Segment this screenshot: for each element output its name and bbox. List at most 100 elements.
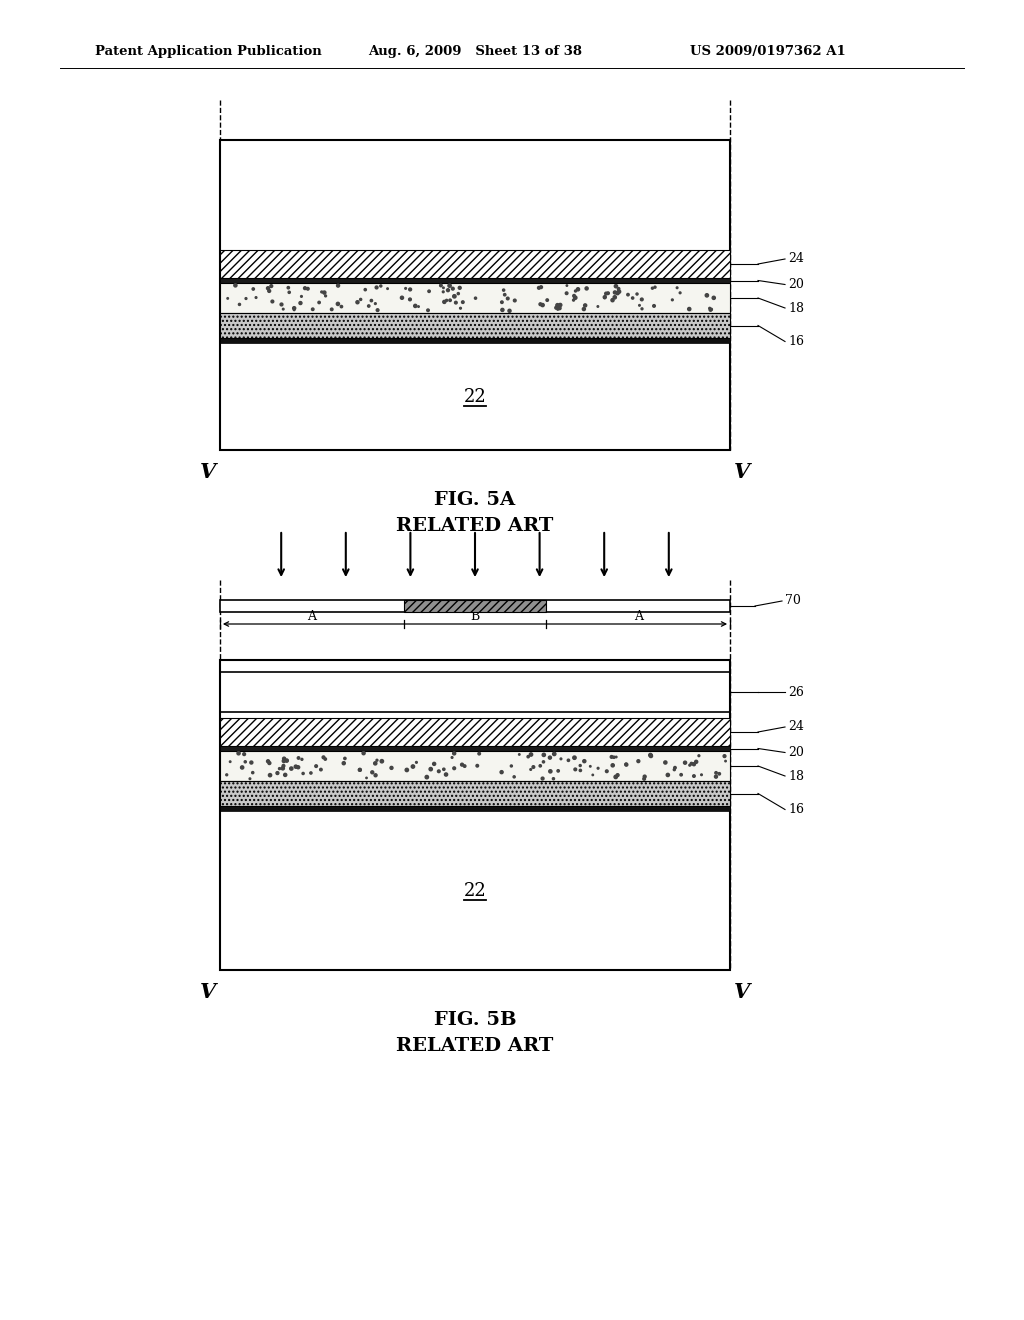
Point: [681, 298, 697, 319]
Bar: [220, 313, 730, 338]
Point: [597, 286, 613, 308]
Point: [294, 748, 310, 770]
Point: [330, 293, 346, 314]
Bar: [220, 282, 730, 313]
Point: [451, 282, 467, 304]
Text: 16: 16: [788, 803, 804, 816]
Point: [525, 756, 542, 777]
Point: [646, 296, 663, 317]
Point: [439, 280, 456, 301]
Point: [238, 751, 254, 772]
Point: [236, 743, 252, 764]
Point: [647, 277, 664, 298]
Point: [358, 767, 375, 788]
Point: [447, 292, 464, 313]
Point: [337, 748, 353, 770]
Point: [351, 759, 368, 780]
Point: [260, 277, 276, 298]
Point: [552, 294, 568, 315]
Point: [312, 759, 329, 780]
Point: [431, 760, 447, 781]
Text: US 2009/0197362 A1: US 2009/0197362 A1: [690, 45, 846, 58]
Point: [569, 279, 586, 300]
Point: [711, 763, 727, 784]
Point: [313, 281, 330, 302]
Point: [438, 764, 455, 785]
Bar: [220, 601, 730, 612]
Text: V: V: [734, 982, 751, 1002]
Point: [242, 768, 258, 789]
Point: [497, 284, 513, 305]
Point: [269, 763, 286, 784]
Point: [227, 275, 244, 296]
Point: [530, 277, 547, 298]
Bar: [220, 249, 730, 279]
Point: [511, 744, 527, 766]
Point: [585, 764, 601, 785]
Point: [365, 762, 381, 783]
Point: [271, 758, 288, 779]
Point: [333, 296, 349, 317]
Point: [572, 755, 589, 776]
Bar: [403, 601, 547, 612]
Point: [261, 280, 278, 301]
Point: [368, 293, 384, 314]
Point: [688, 751, 705, 772]
Point: [278, 764, 294, 785]
Point: [682, 755, 698, 776]
Point: [295, 763, 311, 784]
Point: [453, 298, 469, 319]
Point: [369, 277, 385, 298]
Point: [411, 296, 427, 317]
Point: [669, 277, 685, 298]
Text: 24: 24: [788, 252, 804, 265]
Point: [349, 292, 366, 313]
Point: [603, 746, 620, 767]
Point: [279, 750, 295, 771]
Point: [248, 286, 264, 308]
Bar: [220, 746, 730, 751]
Point: [503, 755, 519, 776]
Point: [607, 276, 624, 297]
Point: [702, 300, 719, 321]
Point: [245, 279, 261, 300]
Point: [469, 755, 485, 776]
Point: [423, 759, 439, 780]
Point: [442, 289, 459, 310]
Point: [231, 294, 248, 315]
Point: [636, 768, 652, 789]
Point: [264, 290, 281, 312]
Point: [703, 298, 720, 319]
Point: [532, 277, 549, 298]
Point: [643, 744, 659, 766]
Point: [222, 751, 239, 772]
Point: [262, 764, 279, 785]
Point: [444, 279, 461, 300]
Point: [281, 281, 297, 302]
Point: [457, 755, 473, 776]
Point: [551, 297, 567, 318]
Point: [506, 767, 522, 788]
Point: [683, 754, 699, 775]
Point: [667, 759, 683, 780]
Point: [219, 288, 236, 309]
Point: [590, 758, 606, 779]
Point: [523, 744, 540, 766]
Point: [548, 297, 564, 318]
Text: V: V: [734, 462, 751, 482]
Point: [566, 747, 583, 768]
Text: Aug. 6, 2009   Sheet 13 of 38: Aug. 6, 2009 Sheet 13 of 38: [368, 45, 582, 58]
Point: [316, 282, 333, 304]
Point: [446, 285, 463, 306]
Point: [360, 296, 377, 317]
Point: [471, 743, 487, 764]
Point: [558, 282, 574, 304]
Point: [230, 743, 247, 764]
Point: [421, 281, 437, 302]
Text: FIG. 5B: FIG. 5B: [434, 1011, 516, 1030]
Point: [631, 294, 647, 315]
Point: [275, 755, 292, 776]
Point: [436, 292, 453, 313]
Point: [609, 764, 626, 785]
Point: [577, 294, 593, 315]
